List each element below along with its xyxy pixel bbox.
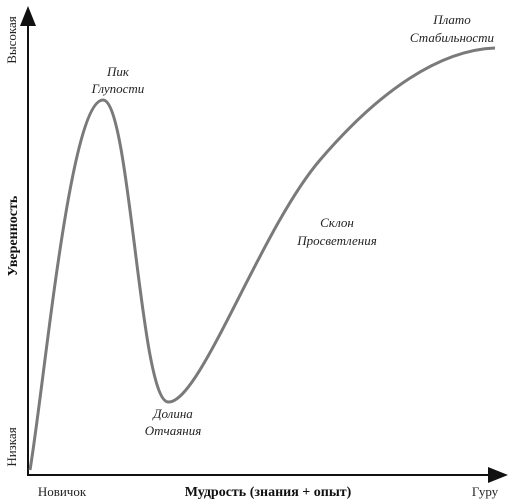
x-end: Гуру (472, 484, 499, 499)
annotation: Пик (106, 64, 130, 79)
annotation: Просветления (296, 233, 377, 248)
curve (28, 46, 496, 471)
annotation: Отчаяния (145, 423, 202, 438)
annotation: Склон (320, 215, 354, 230)
annotation: Плато (432, 12, 471, 27)
annotation: Глупости (91, 81, 145, 96)
annotation: Стабильности (410, 30, 495, 45)
annotation: Долина (151, 406, 193, 421)
y-title: Уверенность (6, 195, 21, 276)
x-title: Мудрость (знания + опыт) (185, 485, 352, 500)
x-start: Новичок (38, 484, 87, 499)
y-low: Низкая (4, 427, 19, 466)
y-high: Высокая (4, 16, 19, 64)
